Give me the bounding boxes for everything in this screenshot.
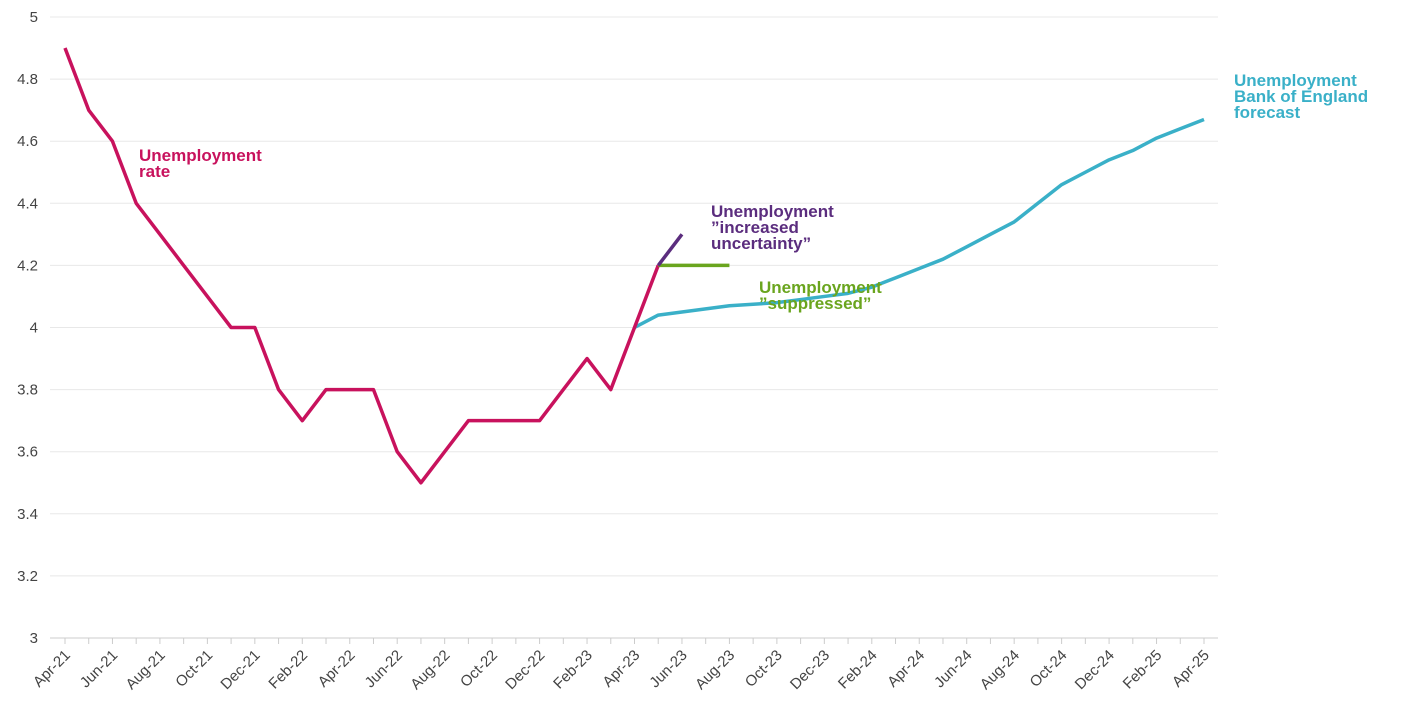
series-label: Unemployment Bank of England forecast	[1234, 71, 1368, 122]
x-tick-label: Aug-21	[123, 647, 169, 693]
x-tick-label: Oct-23	[742, 647, 786, 691]
x-tick-label: Oct-21	[172, 647, 216, 691]
x-tick-label: Feb-23	[550, 647, 596, 693]
x-tick-label: Jun-23	[646, 647, 690, 691]
x-tick-label: Apr-22	[315, 647, 359, 691]
series-line	[656, 233, 684, 267]
y-tick-label: 4	[30, 320, 38, 337]
x-tick-label: Aug-24	[977, 647, 1023, 693]
x-tick-label: Apr-24	[884, 647, 928, 691]
series-label: Unemployment ”increased uncertainty”	[711, 202, 834, 253]
x-tick-label: Aug-22	[407, 647, 453, 693]
y-tick-label: 4.8	[17, 71, 38, 88]
y-tick-label: 3.6	[17, 444, 38, 461]
x-tick-label: Oct-24	[1027, 647, 1071, 691]
x-tick-label: Dec-22	[502, 647, 548, 693]
y-tick-label: 5	[30, 9, 38, 26]
x-tick-label: Feb-25	[1120, 647, 1166, 693]
x-tick-label: Feb-24	[835, 647, 881, 693]
x-tick-label: Dec-24	[1072, 647, 1118, 693]
x-tick-label: Dec-23	[787, 647, 833, 693]
x-tick-label: Dec-21	[217, 647, 263, 693]
x-tick-label: Apr-23	[599, 647, 643, 691]
x-tick-label: Aug-23	[692, 647, 738, 693]
y-tick-label: 4.2	[17, 257, 38, 274]
x-tick-label: Jun-21	[77, 647, 121, 691]
y-tick-label: 4.6	[17, 133, 38, 150]
series-line	[63, 47, 660, 485]
series-label: Unemployment rate	[139, 146, 262, 181]
x-tick-label: Oct-22	[457, 647, 501, 691]
y-tick-label: 3.2	[17, 568, 38, 585]
series-label: Unemployment ”suppressed”	[759, 278, 882, 313]
x-tick-label: Feb-22	[265, 647, 311, 693]
y-tick-label: 3.8	[17, 382, 38, 399]
x-tick-label: Jun-24	[931, 647, 975, 691]
x-tick-label: Apr-25	[1169, 647, 1213, 691]
y-tick-label: 3	[30, 630, 38, 647]
x-tick-label: Jun-22	[362, 647, 406, 691]
series-line	[633, 117, 1205, 330]
x-tick-label: Apr-21	[30, 647, 74, 691]
y-tick-label: 4.4	[17, 195, 38, 212]
y-tick-label: 3.4	[17, 506, 38, 523]
